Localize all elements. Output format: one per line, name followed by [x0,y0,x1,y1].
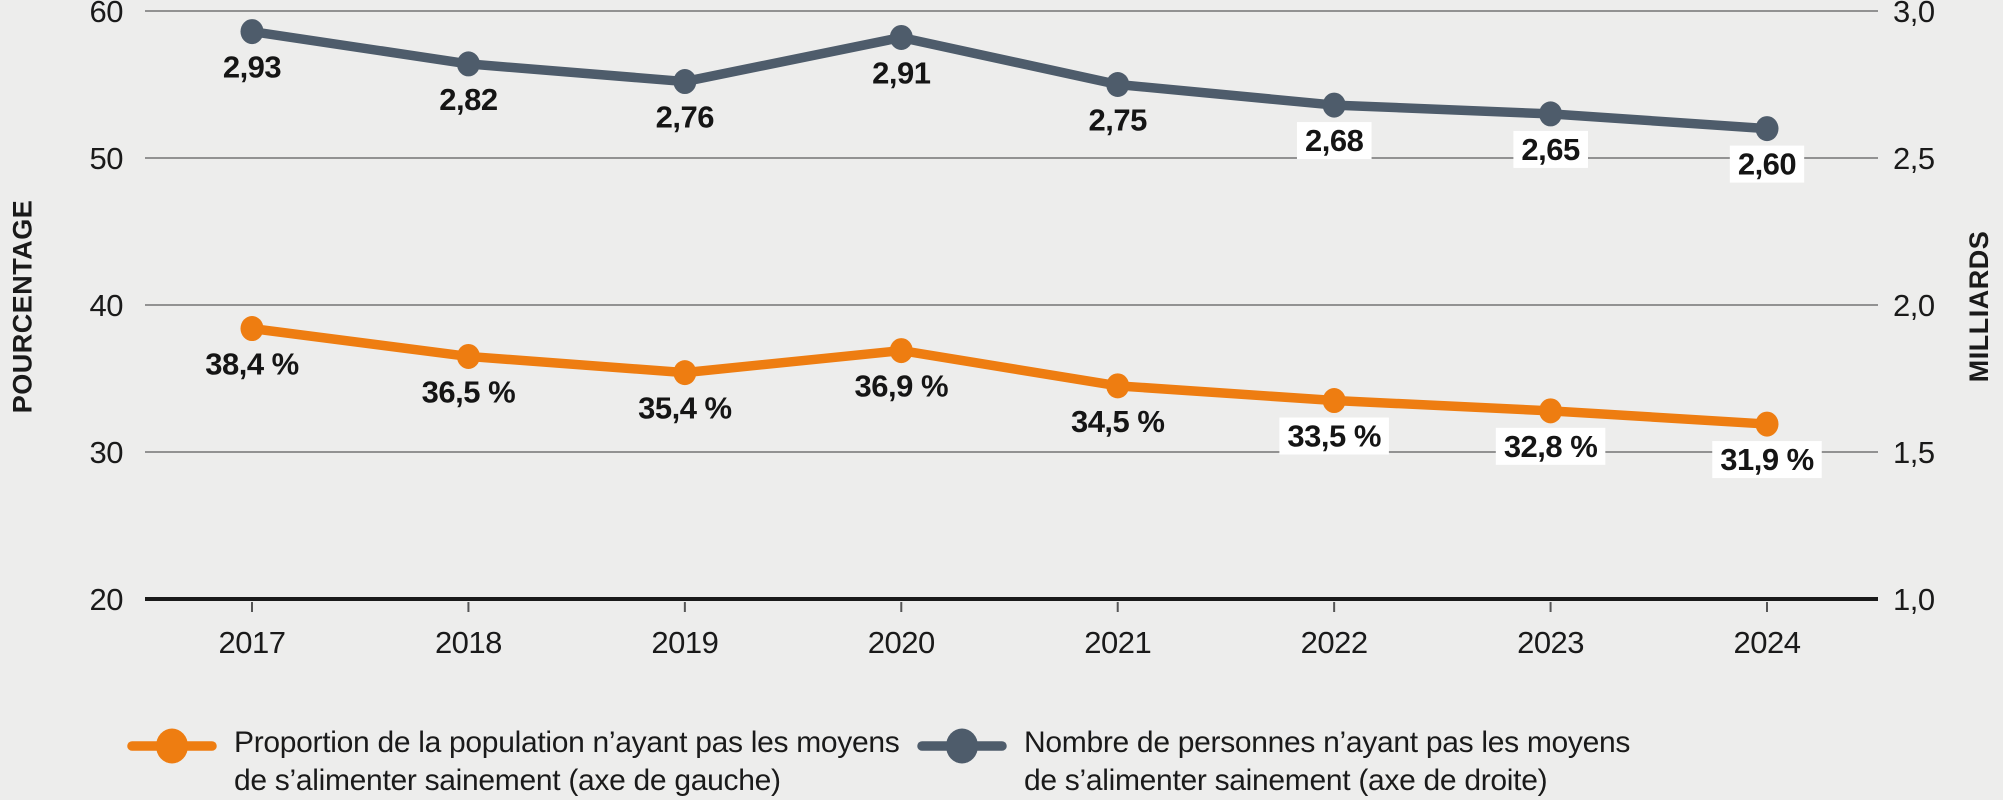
data-label-proportion: 38,4 % [205,347,299,382]
data-label-bg [1495,427,1606,465]
x-axis-year-label: 2020 [868,625,935,660]
left-axis-tick-label: 60 [90,0,124,29]
legend-dot-proportion [156,728,188,764]
legend-marker-nombre [917,728,1007,764]
right-axis-tick-label: 2,0 [1893,288,1935,323]
data-point-nombre [456,51,480,77]
data-label-nombre: 2,93 [223,50,282,85]
legend-label-nombre-line1: Nombre de personnes n’ayant pas les moye… [1024,726,1631,759]
data-point-nombre [889,24,913,50]
right-axis-title-box: MILLIARDS [1957,0,2003,612]
data-point-nombre [240,19,264,45]
data-label-proportion: 31,9 % [1720,442,1814,477]
data-label-nombre: 2,91 [872,55,931,90]
data-label-nombre: 2,60 [1738,147,1796,182]
legend-label-nombre: Nombre de personnes n’ayant pas les moye… [1024,724,1630,800]
x-axis-year-label: 2022 [1301,625,1368,660]
data-point-nombre [1755,116,1779,142]
legend-label-proportion: Proportion de la population n’ayant pas … [234,724,900,800]
data-label-proportion: 35,4 % [638,391,732,426]
x-axis-year-label: 2017 [219,625,286,660]
series-line-nombre [247,26,1772,134]
x-axis-year-label: 2023 [1517,625,1584,660]
data-label-bg [1296,122,1372,160]
legend-label-proportion-line1: Proportion de la population n’ayant pas … [234,726,900,759]
series-line-proportion [247,323,1772,429]
left-axis-tick-label: 30 [90,435,124,470]
data-label-bg [1279,417,1389,455]
data-point-proportion [889,338,913,364]
x-axis-year-label: 2024 [1734,625,1801,660]
legend-label-proportion-line2: de s’alimenter sainement (axe de gauche) [234,764,781,797]
data-label-nombre: 2,75 [1089,103,1148,138]
data-label-bg [1513,130,1588,168]
data-point-proportion [1106,373,1130,399]
legend-item-proportion: Proportion de la population n’ayant pas … [126,724,900,800]
data-point-nombre [1106,72,1130,97]
legend-marker-proportion [127,728,217,764]
data-label-nombre: 2,76 [656,100,715,135]
left-axis-title-box: POURCENTAGE [0,0,46,612]
left-axis-tick-label: 40 [90,288,124,323]
right-axis-tick-label: 2,5 [1893,141,1935,176]
data-point-proportion [240,316,264,342]
data-point-nombre [1322,92,1346,118]
data-point-proportion [673,360,697,386]
data-point-proportion [456,343,480,369]
right-axis-tick-label: 3,0 [1893,0,1935,29]
x-axis-year-label: 2018 [435,625,502,660]
left-axis-title: POURCENTAGE [7,199,38,413]
legend-label-nombre-line2: de s’alimenter sainement (axe de droite) [1024,764,1548,797]
right-axis-title: MILLIARDS [1964,230,1995,382]
legend-item-nombre: Nombre de personnes n’ayant pas les moye… [916,724,1630,800]
data-label-bg [1712,441,1822,479]
data-label-proportion: 36,5 % [422,374,516,409]
data-point-proportion [1539,398,1563,424]
x-axis-year-label: 2021 [1084,625,1151,660]
legend-dot-nombre [946,728,978,764]
right-axis-tick-label: 1,0 [1893,582,1935,617]
data-label-nombre: 2,82 [439,82,497,117]
left-axis-tick-label: 20 [90,582,124,617]
data-label-bg [1729,145,1805,183]
x-axis-year-label: 2019 [651,625,718,660]
data-label-nombre: 2,68 [1305,123,1364,158]
data-label-proportion: 36,9 % [855,369,949,404]
data-point-nombre [1539,101,1563,127]
data-label-proportion: 33,5 % [1287,419,1381,454]
data-label-proportion: 32,8 % [1504,429,1598,464]
data-label-proportion: 34,5 % [1071,404,1165,439]
data-point-nombre [673,69,697,95]
right-axis-tick-label: 1,5 [1893,435,1935,470]
left-axis-tick-label: 50 [90,141,124,176]
data-point-proportion [1322,388,1346,414]
data-label-nombre: 2,65 [1521,132,1580,167]
data-point-proportion [1755,411,1779,437]
